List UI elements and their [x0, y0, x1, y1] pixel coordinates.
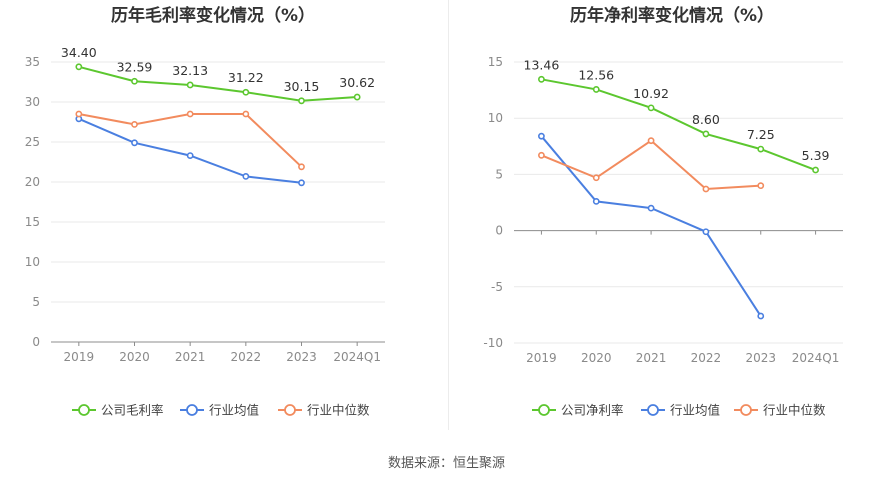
data-point — [757, 145, 765, 153]
legend-label: 行业均值 — [670, 403, 720, 418]
y-tick-label: 15 — [25, 215, 40, 229]
data-point — [75, 63, 83, 71]
data-point — [186, 110, 194, 118]
legend-marker-dot — [284, 404, 296, 416]
series-line-2 — [78, 117, 302, 184]
data-point — [242, 110, 250, 118]
data-point — [538, 132, 545, 140]
data-label: 30.62 — [339, 75, 375, 90]
x-tick-label: 2020 — [581, 351, 612, 365]
legend-marker-dot — [186, 404, 198, 416]
x-tick-label: 2021 — [175, 350, 206, 364]
y-tick-label: 35 — [25, 55, 40, 69]
data-point — [131, 77, 138, 85]
y-tick-label: 20 — [25, 175, 40, 189]
data-label: 30.15 — [284, 79, 320, 94]
series-line-2 — [540, 135, 762, 317]
y-tick-label: 10 — [488, 111, 503, 125]
data-point — [186, 152, 194, 159]
data-label: 13.46 — [524, 57, 560, 72]
data-point — [353, 93, 361, 101]
chart-title: 历年净利率变化情况（%） — [570, 5, 774, 26]
data-point — [298, 179, 305, 187]
data-point — [131, 139, 138, 147]
data-point — [647, 137, 655, 145]
data-point — [538, 151, 545, 159]
data-point — [131, 121, 138, 128]
data-point — [186, 81, 194, 89]
x-tick-label: 2019 — [526, 351, 557, 365]
data-point — [538, 75, 545, 83]
x-tick-label: 2022 — [691, 351, 722, 365]
data-source-note: 数据来源：恒生聚源 — [387, 456, 505, 471]
y-tick-label: 5 — [495, 167, 503, 181]
data-label: 7.25 — [747, 127, 775, 142]
series-line-1 — [78, 65, 358, 102]
data-point — [757, 182, 765, 190]
legend-label: 公司净利率 — [561, 403, 624, 418]
data-point — [702, 130, 710, 138]
x-tick-label: 2024Q1 — [792, 351, 840, 365]
legend-marker-dot — [647, 404, 659, 416]
data-point — [75, 110, 83, 118]
gross-margin-chart: 历年毛利率变化情况（%） 0 5 10 15 20 25 30 35 2019 2020 2021 20… — [25, 5, 385, 418]
data-point — [592, 174, 600, 182]
data-label: 10.92 — [633, 86, 669, 101]
data-point — [592, 197, 600, 205]
data-point — [242, 88, 250, 96]
net-margin-chart: 历年净利率变化情况（%） -10 -5 0 5 10 15 2019 2020 2021 2022 2… — [483, 5, 843, 418]
series-line-3 — [541, 139, 761, 191]
data-label: 32.59 — [117, 59, 153, 74]
chart-title: 历年毛利率变化情况（%） — [111, 5, 315, 26]
legend-marker-dot — [538, 404, 550, 416]
x-tick-label: 2023 — [745, 351, 776, 365]
x-tick-label: 2022 — [231, 350, 262, 364]
legend-label: 行业中位数 — [763, 403, 826, 418]
y-tick-label: 25 — [25, 135, 40, 149]
legend-label: 公司毛利率 — [101, 403, 164, 418]
series-line-1 — [541, 78, 816, 171]
legend-label: 行业均值 — [209, 403, 259, 418]
x-tick-label: 2023 — [286, 350, 317, 364]
legend-marker-dot — [740, 404, 752, 416]
y-tick-label: 0 — [495, 224, 503, 238]
data-point — [702, 228, 710, 236]
data-point — [298, 163, 305, 171]
x-tick-label: 2020 — [119, 350, 150, 364]
y-tick-label: 30 — [25, 95, 40, 109]
data-point — [647, 104, 655, 112]
y-tick-label: 15 — [488, 55, 503, 69]
y-tick-label: 5 — [32, 295, 40, 309]
x-tick-label: 2019 — [64, 350, 95, 364]
data-point — [702, 185, 710, 193]
data-label: 34.40 — [61, 45, 97, 60]
data-label: 32.13 — [172, 63, 208, 78]
y-tick-label: 0 — [32, 335, 40, 349]
y-tick-label: 10 — [25, 255, 40, 269]
legend-marker-dot — [78, 404, 90, 416]
data-point — [592, 86, 600, 93]
x-tick-label: 2021 — [636, 351, 667, 365]
data-point — [242, 172, 250, 180]
x-tick-label: 2024Q1 — [333, 350, 381, 364]
data-point — [298, 97, 305, 105]
y-tick-label: -10 — [483, 336, 503, 350]
data-point — [812, 166, 819, 174]
data-label: 5.39 — [802, 148, 830, 163]
data-label: 31.22 — [228, 70, 264, 85]
legend-label: 行业中位数 — [307, 403, 370, 418]
data-label: 12.56 — [578, 67, 614, 82]
data-point — [757, 312, 765, 320]
panel-divider — [448, 0, 449, 430]
y-tick-label: -5 — [491, 280, 503, 294]
data-point — [647, 204, 655, 212]
data-label: 8.60 — [692, 112, 720, 127]
